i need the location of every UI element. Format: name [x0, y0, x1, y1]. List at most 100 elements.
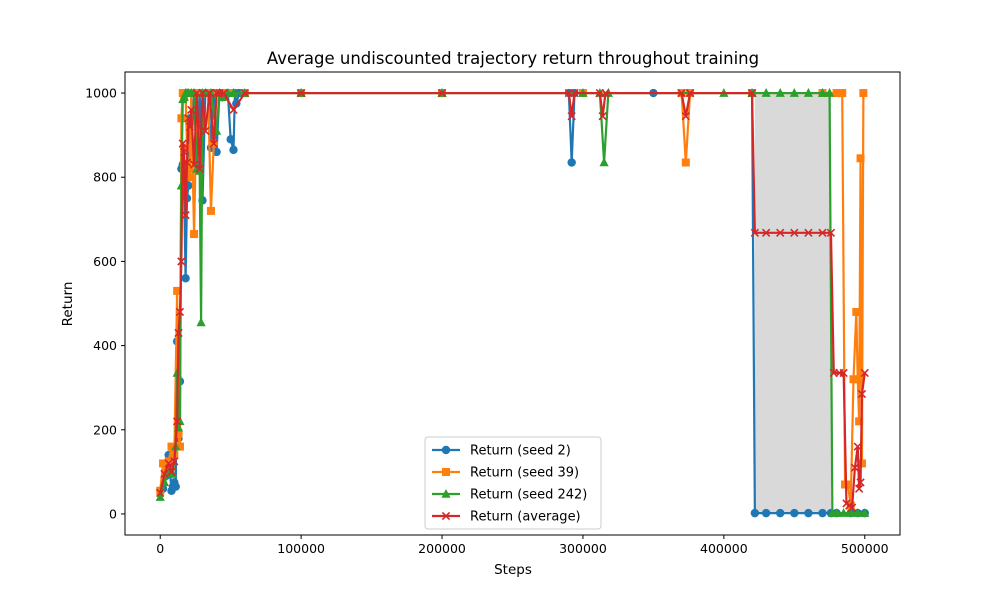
data-point [164, 459, 173, 468]
data-point [240, 88, 249, 98]
data-point [685, 88, 695, 98]
data-point [567, 112, 576, 121]
data-point [296, 88, 306, 98]
data-point [831, 508, 842, 517]
data-point [857, 389, 867, 399]
data-point [850, 463, 860, 472]
plot-area: 0 100000 200000 300000 400000 500000 0 200 400 6… [85, 71, 901, 556]
data-point [212, 88, 221, 98]
data-point [181, 274, 190, 283]
data-point [852, 307, 861, 316]
data-point [164, 457, 173, 466]
data-point [209, 139, 218, 148]
data-point [229, 145, 238, 155]
data-point [775, 88, 785, 97]
data-point [853, 508, 863, 517]
data-point [167, 442, 176, 451]
data-point [860, 368, 869, 378]
data-point [185, 173, 194, 182]
data-point [826, 228, 836, 237]
legend-entry: Return (seed 39) [432, 466, 579, 481]
data-point [174, 328, 183, 338]
y-tick-label: 600 [93, 254, 117, 269]
data-point [843, 480, 852, 489]
x-tick-label: 0 [156, 541, 164, 556]
shaded-band [754, 93, 831, 514]
legend-box [424, 436, 602, 530]
legend-marker [442, 468, 450, 476]
legend-label: Return (seed 39) [470, 466, 579, 481]
data-point [174, 429, 183, 438]
data-point [180, 147, 189, 157]
data-point [804, 508, 813, 518]
data-point [853, 375, 862, 384]
data-point [839, 508, 849, 517]
data-point [195, 164, 204, 173]
legend-label: Return (seed 2) [470, 444, 571, 459]
data-point [855, 417, 864, 426]
data-point [853, 442, 862, 451]
data-point [824, 88, 835, 97]
data-point [761, 228, 771, 237]
data-point [156, 488, 165, 498]
y-axis: 0 200 400 600 800 1000 [85, 86, 125, 521]
data-point [761, 88, 771, 97]
y-tick-label: 200 [93, 422, 117, 437]
data-point [187, 105, 196, 115]
chart-title: Average undiscounted trajectory return t… [267, 49, 759, 68]
data-point [599, 157, 609, 167]
data-point [175, 307, 185, 317]
data-point [172, 417, 182, 426]
data-point [818, 508, 827, 518]
legend: Return (seed 2) Return (seed 39) Return (s… [424, 436, 602, 530]
data-point [846, 508, 856, 517]
data-point [189, 160, 199, 169]
x-tick-label: 500000 [841, 541, 889, 556]
data-point [677, 88, 686, 98]
data-point [803, 88, 814, 97]
data-point [776, 508, 785, 518]
data-point [201, 126, 210, 136]
data-point [437, 88, 447, 98]
data-point [219, 88, 228, 98]
data-point [857, 459, 866, 468]
data-point [228, 88, 239, 97]
data-point [790, 228, 799, 237]
data-point [229, 105, 238, 115]
legend-items: Return (seed 2) Return (seed 39) Return (s… [432, 444, 587, 525]
data-point [854, 484, 864, 493]
data-point [847, 503, 857, 512]
legend-entry: Return (seed 242) [432, 488, 587, 503]
data-point [567, 158, 576, 167]
data-point [184, 164, 193, 173]
data-point [170, 457, 179, 466]
data-point [160, 469, 169, 479]
data-point [196, 317, 206, 327]
data-point [171, 482, 180, 491]
legend-label: Return (average) [470, 510, 581, 525]
data-point [601, 88, 610, 98]
y-tick-label: 400 [93, 338, 117, 353]
x-tick-label: 100000 [277, 541, 325, 556]
data-point [761, 508, 771, 518]
series-3 [156, 88, 869, 512]
x-tick-label: 200000 [418, 541, 466, 556]
x-tick-label: 400000 [700, 541, 748, 556]
series-layer [155, 88, 870, 518]
data-point [839, 368, 848, 378]
band-layer [754, 93, 831, 514]
data-point [159, 459, 168, 468]
legend-entry: Return (average) [432, 510, 581, 525]
data-point [860, 508, 870, 517]
data-point [856, 478, 865, 487]
data-point [570, 88, 579, 98]
data-point [184, 114, 193, 123]
y-tick-label: 1000 [85, 86, 117, 101]
y-axis-label: Return [60, 282, 76, 327]
data-point [226, 135, 235, 144]
data-point [818, 228, 827, 237]
data-point [182, 158, 192, 167]
data-point [859, 89, 868, 98]
data-point [167, 467, 176, 477]
